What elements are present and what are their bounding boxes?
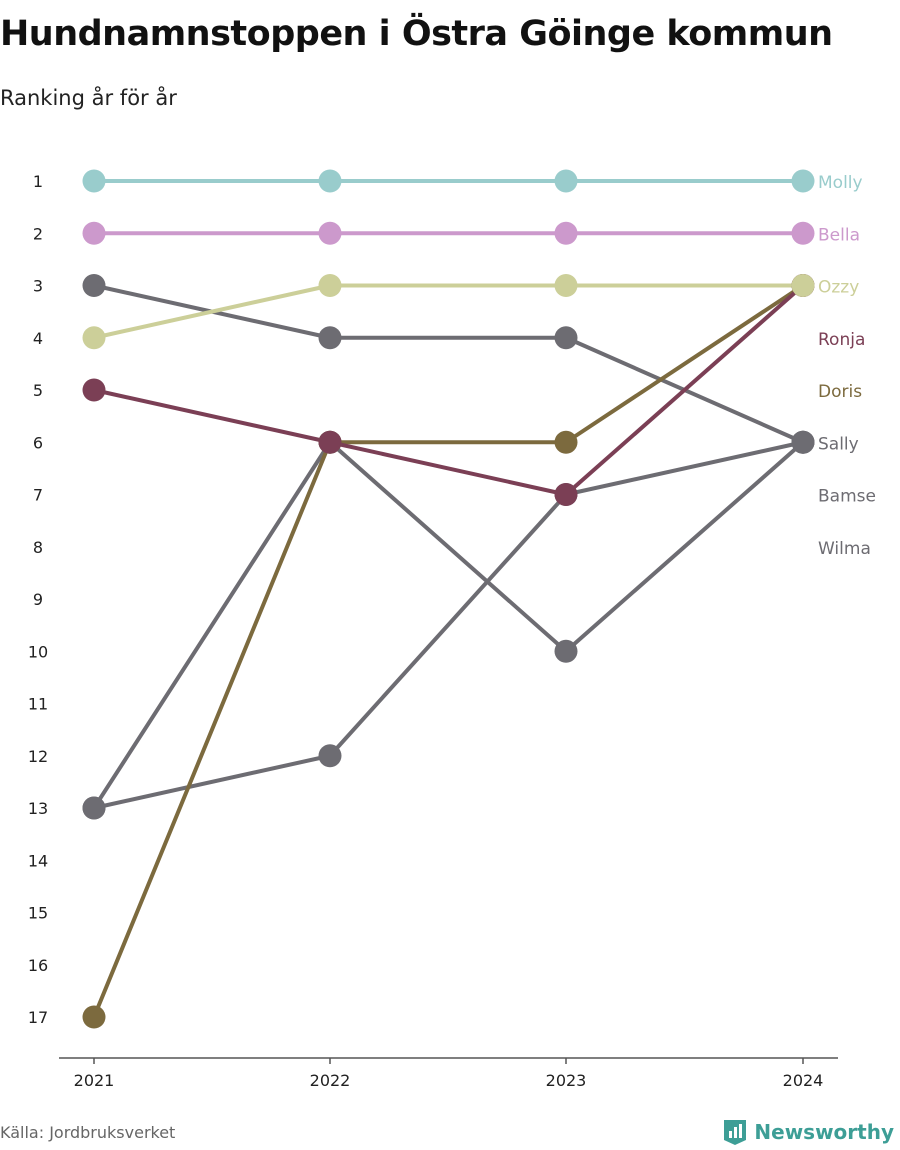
y-tick-label: 10 <box>28 642 48 661</box>
point-ozzy <box>318 274 342 297</box>
series-line-ozzy <box>92 283 805 340</box>
y-tick-label: 17 <box>28 1008 48 1027</box>
legend-label-bamse: Bamse <box>818 487 876 507</box>
y-tick-label: 15 <box>28 904 48 923</box>
point-bamse <box>82 796 106 820</box>
y-tick-label: 3 <box>33 277 43 296</box>
point-ozzy <box>82 326 106 350</box>
legend-label-ronja: Ronja <box>818 330 865 350</box>
series-line-doris <box>92 283 805 1019</box>
point-molly <box>791 169 815 193</box>
x-tick-label: 2022 <box>310 1071 351 1090</box>
y-tick-label: 1 <box>33 172 43 191</box>
point-sally <box>791 430 815 454</box>
legend-label-doris: Doris <box>818 382 862 402</box>
y-tick-label: 6 <box>33 433 43 452</box>
x-tick-label: 2023 <box>546 1071 587 1090</box>
point-ronja <box>82 378 106 402</box>
y-tick-label: 7 <box>33 486 43 505</box>
chart-subtitle: Ranking år för år <box>0 86 177 110</box>
point-sally <box>554 326 578 350</box>
y-tick-label: 9 <box>33 590 43 609</box>
legend-label-wilma: Wilma <box>818 539 871 559</box>
point-bella <box>554 221 578 245</box>
point-sally <box>82 274 106 297</box>
y-tick-label: 2 <box>33 224 43 243</box>
point-ozzy <box>554 274 578 297</box>
y-tick-label: 14 <box>28 851 48 870</box>
point-bella <box>318 221 342 245</box>
chart-title: Hundnamnstoppen i Östra Göinge kommun <box>0 14 833 54</box>
legend-label-molly: Molly <box>818 173 863 193</box>
x-tick-label: 2021 <box>74 1071 115 1090</box>
y-tick-label: 4 <box>33 329 43 348</box>
legend-label-ozzy: Ozzy <box>818 278 859 298</box>
y-tick-label: 16 <box>28 956 48 975</box>
series-line-ronja <box>92 283 805 497</box>
legend-label-bella: Bella <box>818 225 860 245</box>
y-tick-label: 8 <box>33 538 43 557</box>
brand-name: Newsworthy <box>754 1120 894 1144</box>
point-bamse <box>554 639 578 663</box>
source-note: Källa: Jordbruksverket <box>0 1123 176 1142</box>
point-molly <box>554 169 578 193</box>
legend-label-sally: Sally <box>818 434 859 454</box>
y-tick-label: 12 <box>28 747 48 766</box>
point-doris <box>554 430 578 454</box>
point-ozzy <box>791 274 815 297</box>
point-ronja <box>318 430 342 454</box>
point-doris <box>82 1005 106 1029</box>
series-line-bamse <box>92 440 805 810</box>
y-tick-label: 5 <box>33 381 43 400</box>
y-tick-label: 13 <box>28 799 48 818</box>
x-tick-label: 2024 <box>783 1071 824 1090</box>
point-molly <box>82 169 106 193</box>
point-sally <box>318 326 342 350</box>
point-bella <box>791 221 815 245</box>
point-wilma <box>318 744 342 768</box>
point-molly <box>318 169 342 193</box>
series-line-sally <box>92 283 805 445</box>
y-tick-label: 11 <box>28 695 48 714</box>
brand-logo: Newsworthy <box>722 1118 894 1146</box>
bar-chart-logo-icon <box>724 1120 747 1145</box>
point-ronja <box>554 483 578 506</box>
point-bella <box>82 221 106 245</box>
series-line-wilma <box>92 440 805 810</box>
